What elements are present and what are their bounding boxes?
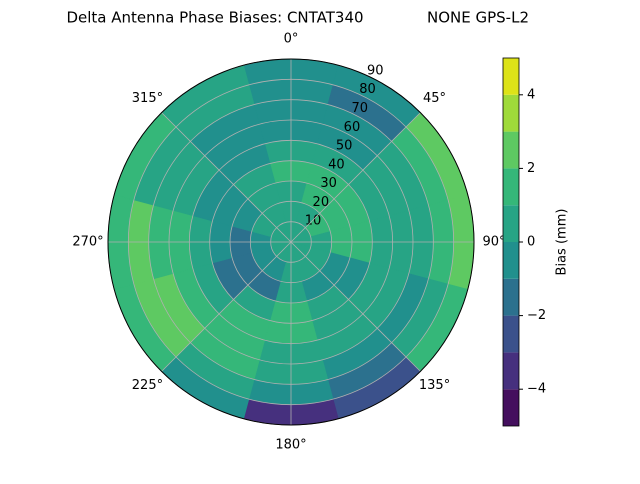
colorbar-band: [503, 205, 519, 242]
angular-tick-label: 315°: [132, 91, 163, 106]
colorbar-tick-label: −4: [527, 382, 546, 397]
radial-tick-label: 70: [351, 101, 368, 116]
colorbar-band: [503, 94, 519, 132]
angular-grid-line: [161, 112, 292, 243]
angular-tick-label: 135°: [419, 378, 450, 393]
chart-title: Delta Antenna Phase Biases: CNTAT340: [66, 9, 363, 27]
colorbar-band: [503, 58, 519, 95]
chart-subtitle: NONE GPS-L2: [427, 9, 529, 27]
radial-tick-label: 30: [320, 176, 337, 191]
polar-frame: [107, 58, 475, 426]
colorbar-band: [503, 131, 519, 169]
colorbar-tick-label: 4: [527, 87, 535, 102]
colorbar-band: [503, 242, 519, 279]
angular-tick-label: 180°: [275, 438, 306, 453]
angular-tick-label: 225°: [132, 378, 163, 393]
colorbar-band: [503, 315, 519, 353]
angular-tick-label: 0°: [284, 32, 299, 47]
radial-tick-label: 20: [313, 195, 330, 210]
radial-tick-label: 50: [336, 139, 353, 154]
radial-tick-label: 10: [305, 214, 322, 229]
colorbar-band: [503, 168, 519, 206]
colorbar-tick-label: 0: [527, 235, 535, 250]
radial-tick-label: 90: [367, 63, 384, 78]
radial-tick-label: 80: [359, 82, 376, 97]
colorbar-tick-label: 2: [527, 161, 535, 176]
angular-grid-line: [290, 112, 421, 243]
angular-grid-line: [290, 241, 421, 372]
colorbar-label: Bias (mm): [555, 209, 570, 276]
angular-tick-label: 45°: [423, 91, 446, 106]
colorbar-band: [503, 352, 519, 390]
radial-tick-label: 40: [328, 157, 345, 172]
angular-grid-line: [161, 241, 292, 372]
colorbar-tick-label: −2: [527, 308, 546, 323]
angular-tick-label: 90°: [482, 235, 505, 250]
angular-tick-label: 270°: [72, 235, 103, 250]
colorbar-band: [503, 389, 519, 426]
colorbar-band: [503, 278, 519, 316]
radial-tick-label: 60: [344, 120, 361, 135]
